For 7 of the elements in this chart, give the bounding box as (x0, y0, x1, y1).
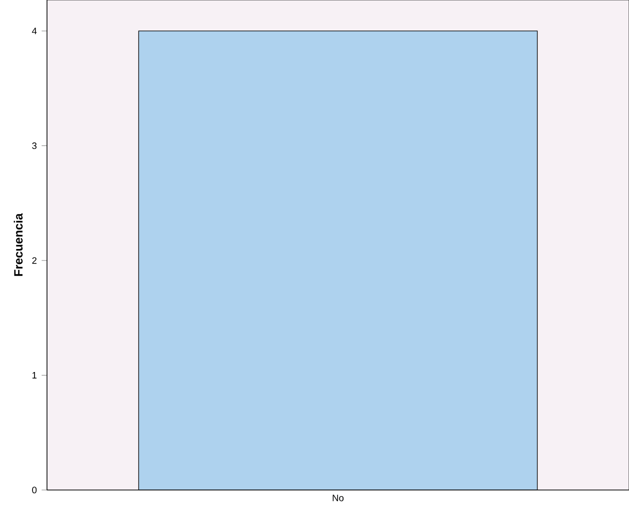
y-axis-title: Frecuencia (14, 213, 23, 276)
x-tick-label: No (332, 494, 344, 502)
y-tick-label: 2 (32, 257, 36, 264)
y-tick-label: 4 (32, 28, 37, 34)
y-tick-label: 1 (32, 372, 36, 378)
y-tick-label: 0 (32, 486, 37, 494)
y-tick-label: 3 (32, 142, 37, 150)
